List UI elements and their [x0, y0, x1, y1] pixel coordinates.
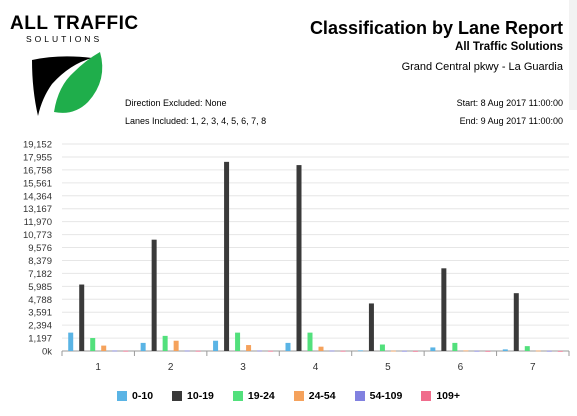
legend-label: 24-54: [308, 390, 336, 402]
side-strip: [569, 0, 577, 110]
x-tick-label: 3: [240, 362, 246, 373]
x-tick-label: 4: [313, 362, 319, 373]
x-tick-label: 6: [458, 362, 464, 373]
y-tick-label: 13,167: [23, 204, 52, 215]
bar: [485, 350, 491, 352]
bar: [184, 350, 190, 352]
y-tick-label: 15,561: [23, 178, 52, 189]
bar: [268, 350, 274, 352]
leaf-logo-icon: [32, 52, 103, 116]
bar: [285, 342, 291, 351]
legend-item: 0-10: [117, 390, 153, 402]
bar: [90, 338, 96, 351]
legend-label: 0-10: [132, 390, 154, 402]
y-tick-label: 9,576: [28, 243, 52, 254]
company-name: All Traffic Solutions: [455, 41, 563, 53]
bar: [257, 350, 263, 352]
x-tick-label: 5: [385, 362, 391, 373]
y-tick-label: 3,591: [28, 308, 52, 319]
x-tick-label: 1: [95, 362, 101, 373]
logo-name: ALL TRAFFIC: [10, 13, 139, 34]
bar: [390, 350, 396, 352]
bar: [162, 335, 168, 351]
x-tick-label: 2: [168, 362, 174, 373]
bar: [140, 342, 146, 351]
y-tick-label: 14,364: [23, 191, 52, 202]
chart-legend: 0-10 10-19 19-24 24-54 54-109 109+: [0, 390, 577, 402]
bar: [101, 345, 107, 351]
y-tick-label: 4,788: [28, 295, 52, 306]
y-tick-label: 5,985: [28, 282, 52, 293]
bar: [112, 350, 118, 352]
legend-label: 54-109: [369, 390, 403, 402]
bar: [213, 340, 219, 351]
bar: [546, 350, 552, 352]
y-tick-label: 2,394: [28, 321, 52, 332]
report-title: Classification by Lane Report: [309, 18, 563, 38]
bar: [368, 303, 374, 351]
bar: [430, 347, 436, 351]
start-time: Start: 8 Aug 2017 11:00:00: [456, 98, 563, 108]
bar: [68, 332, 74, 351]
legend-item: 10-19: [172, 390, 214, 402]
legend-item: 54-109: [354, 390, 403, 402]
y-tick-label: 10,773: [23, 230, 52, 241]
y-tick-label: 0k: [42, 347, 52, 358]
legend-item: 19-24: [232, 390, 275, 402]
bar: [173, 340, 179, 351]
bar: [296, 165, 302, 351]
bar: [452, 342, 458, 351]
bar: [329, 350, 335, 352]
bar: [513, 293, 519, 351]
y-tick-label: 8,379: [28, 256, 52, 267]
y-tick-label: 11,970: [24, 217, 52, 228]
bar: [340, 350, 346, 352]
bar: [235, 332, 241, 351]
bar: [401, 350, 407, 352]
y-tick-label: 16,758: [23, 165, 52, 176]
bar: [463, 350, 469, 352]
legend-label: 10-19: [187, 390, 214, 402]
bar: [379, 344, 385, 351]
bar: [357, 350, 363, 352]
bar: [123, 350, 129, 352]
bar: [246, 345, 252, 351]
legend-label: 19-24: [247, 390, 275, 402]
bar: [224, 161, 230, 351]
lane-classification-chart: 0k 1,197 2,394 3,591 4,788 5,985 7,182 8,379 9,5…: [23, 140, 570, 373]
legend-label: 109+: [436, 390, 460, 402]
legend-swatch: [293, 391, 304, 401]
bar: [535, 350, 541, 352]
bar: [441, 268, 447, 351]
bar: [524, 346, 530, 351]
bar: [195, 350, 201, 352]
y-tick-label: 19,152: [23, 140, 52, 151]
bar: [557, 350, 563, 352]
legend-swatch: [172, 391, 183, 401]
legend-item: 24-54: [293, 390, 336, 402]
y-tick-label: 1,197: [28, 334, 52, 345]
legend-swatch: [232, 391, 243, 401]
bar: [79, 284, 85, 351]
legend-swatch: [117, 391, 128, 401]
legend-swatch: [354, 391, 365, 401]
direction-excluded: Direction Excluded: None: [125, 98, 227, 108]
bar: [502, 349, 508, 351]
y-tick-label: 7,182: [28, 269, 52, 280]
bar: [151, 239, 157, 351]
x-tick-label: 7: [530, 362, 536, 373]
bar: [307, 332, 313, 351]
bar: [412, 350, 418, 352]
legend-swatch: [421, 391, 432, 401]
location-name: Grand Central pkwy - La Guardia: [401, 61, 563, 73]
end-time: End: 9 Aug 2017 11:00:00: [459, 116, 563, 126]
y-tick-label: 17,955: [23, 152, 52, 163]
bar: [474, 350, 480, 352]
logo-subtitle: SOLUTIONS: [26, 34, 103, 44]
lanes-included: Lanes Included: 1, 2, 3, 4, 5, 6, 7, 8: [125, 116, 267, 126]
bar: [318, 346, 324, 351]
legend-item: 109+: [421, 390, 460, 402]
